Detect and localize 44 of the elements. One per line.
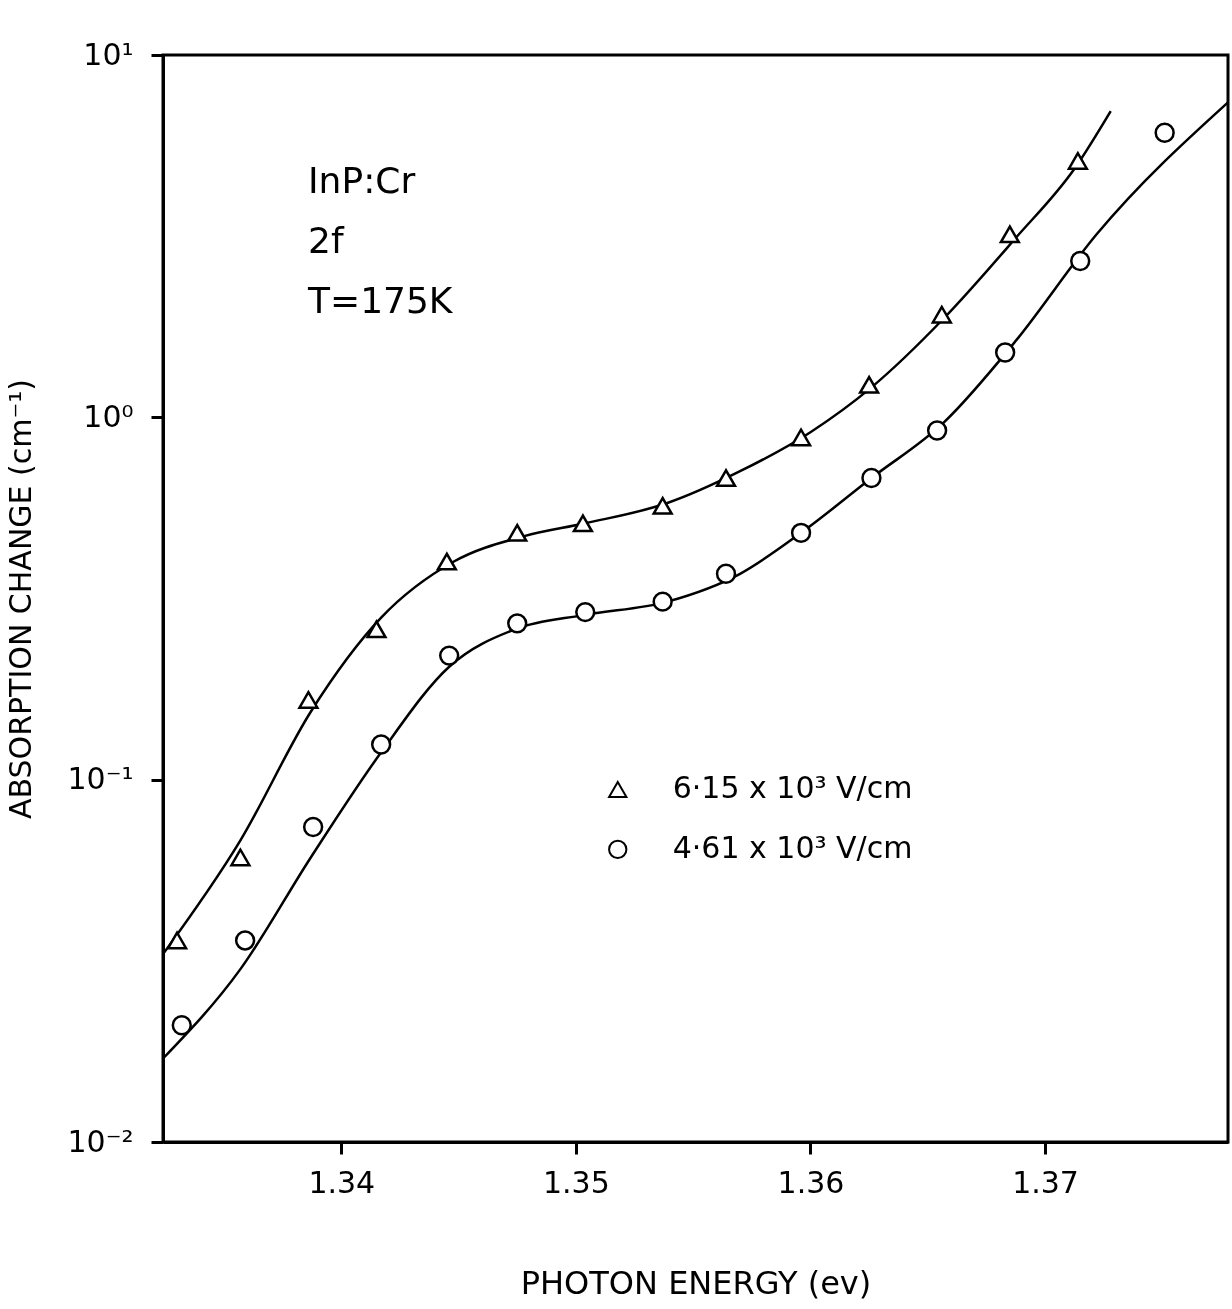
y-tick-label: 10⁻¹ bbox=[67, 761, 134, 797]
x-tick-label: 1.36 bbox=[777, 1164, 845, 1200]
point bbox=[926, 420, 948, 441]
y-tick-label: 10⁻² bbox=[67, 1123, 134, 1159]
point bbox=[572, 514, 594, 533]
legend-label: 6·15 x 10³ V/cm bbox=[672, 770, 913, 806]
y-tick-label: 10⁰ bbox=[83, 398, 134, 434]
point bbox=[790, 428, 812, 447]
point bbox=[302, 816, 324, 838]
point bbox=[1070, 250, 1091, 272]
point bbox=[171, 1015, 192, 1036]
annotation: 2f bbox=[308, 220, 345, 261]
x-tick-label: 1.35 bbox=[542, 1164, 610, 1200]
point bbox=[575, 601, 596, 623]
point bbox=[439, 645, 460, 666]
y-axis-title: ABSORPTION CHANGE (cm⁻¹) bbox=[3, 378, 39, 820]
x-axis-title: PHOTON ENERGY (ev) bbox=[520, 1263, 872, 1302]
point bbox=[790, 522, 812, 544]
point bbox=[436, 552, 458, 571]
x-tick-label: 1.34 bbox=[308, 1164, 376, 1200]
point bbox=[370, 734, 392, 755]
annotation: T=175K bbox=[307, 280, 454, 321]
point bbox=[507, 613, 528, 634]
point bbox=[652, 496, 673, 515]
point bbox=[652, 591, 673, 612]
point bbox=[230, 848, 251, 867]
point bbox=[861, 467, 882, 489]
annotation: InP:Cr bbox=[308, 160, 416, 201]
point bbox=[1067, 151, 1089, 170]
point bbox=[715, 469, 737, 488]
point bbox=[234, 930, 256, 951]
legend-label: 4·61 x 10³ V/cm bbox=[672, 830, 913, 866]
point bbox=[298, 690, 319, 709]
point bbox=[715, 563, 737, 584]
point bbox=[858, 375, 880, 394]
point bbox=[931, 305, 952, 324]
point bbox=[1154, 122, 1175, 143]
y-tick-label: 10¹ bbox=[83, 36, 134, 72]
point bbox=[366, 620, 387, 639]
point bbox=[507, 523, 528, 542]
point bbox=[999, 225, 1021, 244]
point bbox=[166, 931, 188, 950]
x-tick-label: 1.37 bbox=[1012, 1164, 1079, 1200]
point bbox=[994, 342, 1016, 363]
